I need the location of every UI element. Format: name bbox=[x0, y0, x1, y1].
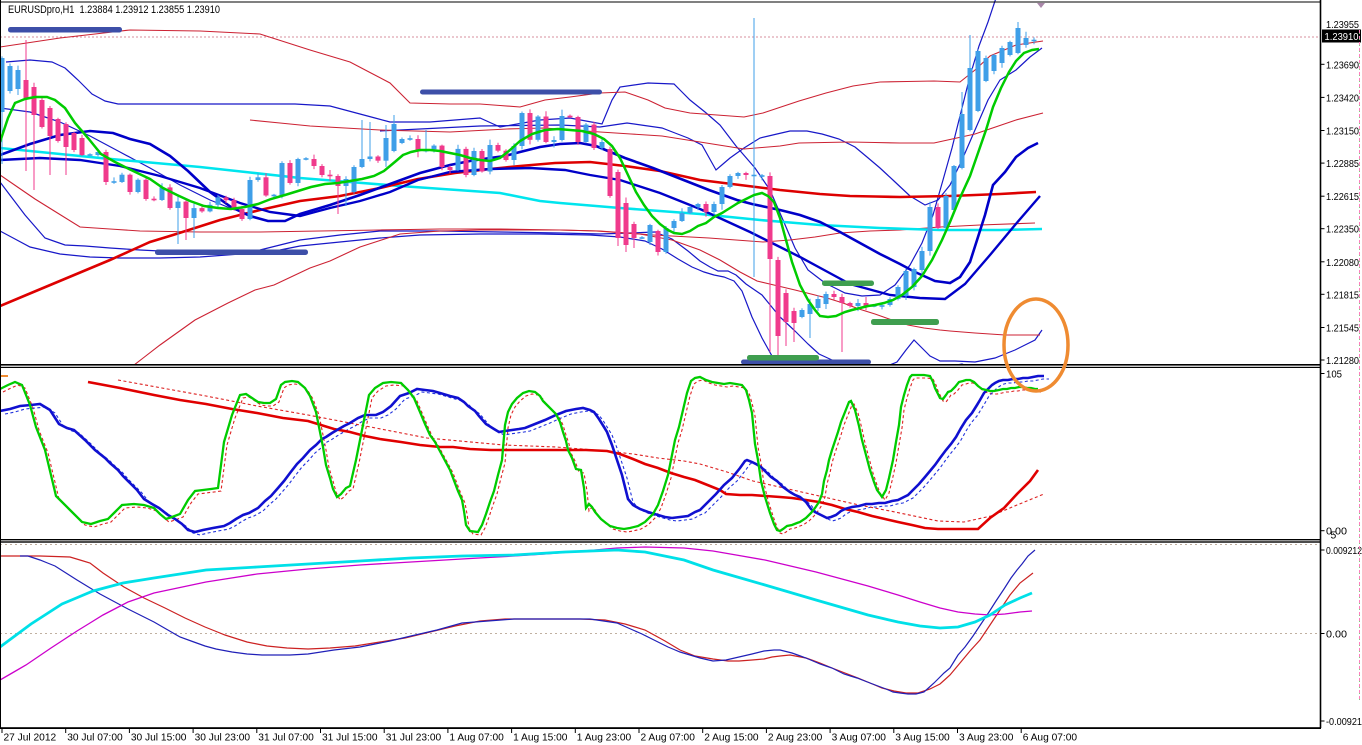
svg-text:-0.00921: -0.00921 bbox=[1326, 717, 1362, 728]
svg-text:31 Jul 07:00: 31 Jul 07:00 bbox=[258, 733, 314, 744]
svg-text:1.23150: 1.23150 bbox=[1326, 127, 1359, 138]
svg-text:1.22350: 1.22350 bbox=[1326, 225, 1359, 236]
svg-text:1.23420: 1.23420 bbox=[1326, 93, 1359, 104]
svg-text:1.21280: 1.21280 bbox=[1326, 356, 1359, 367]
svg-text:1.22615: 1.22615 bbox=[1326, 192, 1359, 203]
svg-text:1 Aug 23:00: 1 Aug 23:00 bbox=[577, 733, 632, 744]
svg-text:1.23690: 1.23690 bbox=[1326, 60, 1359, 71]
svg-text:30 Jul 07:00: 30 Jul 07:00 bbox=[67, 733, 123, 744]
svg-text:2 Aug 07:00: 2 Aug 07:00 bbox=[641, 733, 696, 744]
svg-text:1.23955: 1.23955 bbox=[1326, 20, 1359, 31]
svg-text:3 Aug 15:00: 3 Aug 15:00 bbox=[895, 733, 950, 744]
svg-text:1.22885: 1.22885 bbox=[1326, 159, 1359, 170]
svg-text:3 Aug 23:00: 3 Aug 23:00 bbox=[959, 733, 1014, 744]
svg-text:1.22080: 1.22080 bbox=[1326, 258, 1359, 269]
svg-text:1 Aug 15:00: 1 Aug 15:00 bbox=[513, 733, 568, 744]
svg-text:1.21815: 1.21815 bbox=[1326, 290, 1359, 301]
svg-text:1 Aug 07:00: 1 Aug 07:00 bbox=[449, 733, 504, 744]
svg-text:30 Jul 23:00: 30 Jul 23:00 bbox=[195, 733, 251, 744]
svg-text:2 Aug 15:00: 2 Aug 15:00 bbox=[704, 733, 759, 744]
svg-text:1.23910: 1.23910 bbox=[1325, 32, 1359, 43]
svg-text:0.009212: 0.009212 bbox=[1326, 546, 1362, 557]
svg-text:EURUSDpro,H1 1.23884 1.23912: EURUSDpro,H1 1.23884 1.23912 1.23855 1.2… bbox=[8, 4, 220, 16]
svg-text:27 Jul 2012: 27 Jul 2012 bbox=[4, 733, 57, 744]
svg-text:5: 5 bbox=[1331, 531, 1337, 542]
svg-text:31 Jul 23:00: 31 Jul 23:00 bbox=[386, 733, 442, 744]
svg-text:2 Aug 23:00: 2 Aug 23:00 bbox=[768, 733, 823, 744]
svg-text:6 Aug 07:00: 6 Aug 07:00 bbox=[1023, 733, 1078, 744]
svg-text:0.00: 0.00 bbox=[1326, 630, 1347, 641]
svg-text:1.21545: 1.21545 bbox=[1326, 324, 1359, 335]
svg-text:30 Jul 15:00: 30 Jul 15:00 bbox=[131, 733, 187, 744]
svg-text:31 Jul 15:00: 31 Jul 15:00 bbox=[322, 733, 378, 744]
svg-text:105: 105 bbox=[1326, 370, 1342, 381]
svg-text:0.00: 0.00 bbox=[1326, 527, 1347, 538]
svg-text:3 Aug 07:00: 3 Aug 07:00 bbox=[832, 733, 887, 744]
